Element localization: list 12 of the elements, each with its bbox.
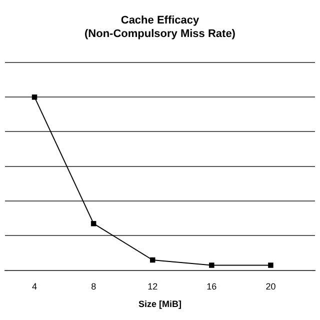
x-tick-label: 16 (206, 281, 217, 292)
point (209, 262, 214, 268)
x-tick-label: 20 (266, 281, 276, 292)
x-axis-title: Size [MiB] (138, 299, 182, 310)
x-tick-label: 8 (91, 281, 96, 292)
point (32, 94, 38, 100)
point (90, 220, 96, 226)
point (268, 262, 274, 268)
chart-title: Cache Efficacy (Non-Compulsory Miss Rate) (84, 14, 236, 40)
point (150, 257, 156, 263)
x-tick-label: 12 (148, 281, 158, 292)
x-tick-label: 4 (32, 281, 38, 292)
